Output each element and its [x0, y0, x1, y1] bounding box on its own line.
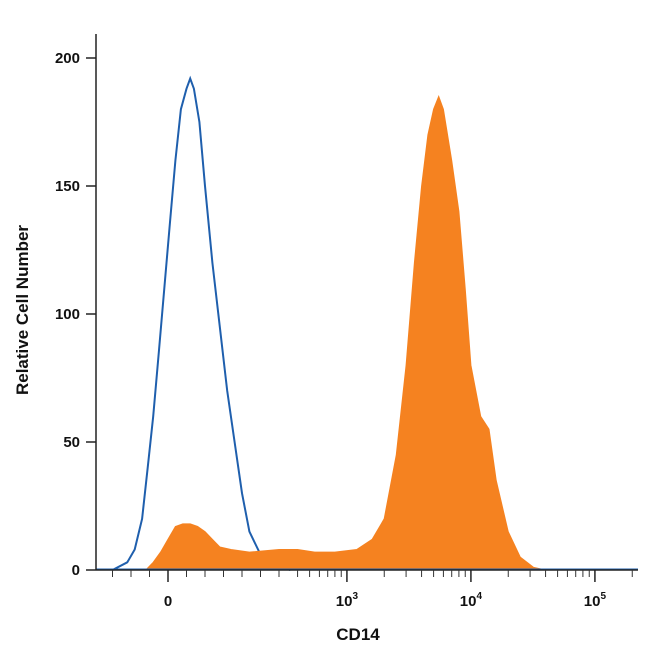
x-axis-title: CD14	[336, 625, 380, 644]
x-tick-label: 0	[164, 593, 172, 610]
x-tick-exponent: 4	[476, 591, 482, 602]
x-tick-label: 105	[584, 591, 607, 610]
y-axis-title: Relative Cell Number	[13, 225, 32, 395]
y-axis-ticks: 0 50 100 150 200	[55, 50, 96, 579]
x-tick-exponent: 5	[600, 591, 606, 602]
x-tick-label: 104	[460, 591, 483, 610]
y-tick-label: 200	[55, 50, 80, 67]
plot-area	[96, 79, 638, 571]
y-tick-label: 50	[63, 434, 80, 451]
y-tick-label: 150	[55, 178, 80, 195]
x-axis-minor-ticks	[113, 570, 633, 577]
x-axis-ticks: 0 103 104 105	[164, 570, 607, 610]
y-tick-label: 0	[72, 562, 80, 579]
cd14-stained-histogram	[146, 96, 546, 570]
x-tick-label: 103	[336, 591, 359, 610]
y-tick-label: 100	[55, 306, 80, 323]
isotype-control-histogram	[113, 79, 291, 571]
x-tick-exponent: 3	[352, 591, 358, 602]
